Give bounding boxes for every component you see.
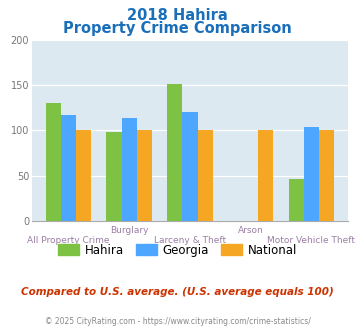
- Bar: [61, 115, 76, 221]
- Text: 2018 Hahira: 2018 Hahira: [127, 8, 228, 23]
- Text: © 2025 CityRating.com - https://www.cityrating.com/crime-statistics/: © 2025 CityRating.com - https://www.city…: [45, 317, 310, 326]
- Text: Larceny & Theft: Larceny & Theft: [154, 236, 226, 245]
- Text: Arson: Arson: [238, 226, 263, 235]
- Text: Compared to U.S. average. (U.S. average equals 100): Compared to U.S. average. (U.S. average …: [21, 287, 334, 297]
- Bar: [76, 130, 91, 221]
- Text: Motor Vehicle Theft: Motor Vehicle Theft: [267, 236, 355, 245]
- Bar: [106, 132, 121, 221]
- Text: Burglary: Burglary: [110, 226, 148, 235]
- Bar: [121, 117, 137, 221]
- Bar: [182, 112, 197, 221]
- Bar: [46, 103, 61, 221]
- Legend: Hahira, Georgia, National: Hahira, Georgia, National: [53, 239, 302, 261]
- Bar: [319, 130, 334, 221]
- Text: Property Crime Comparison: Property Crime Comparison: [63, 21, 292, 36]
- Bar: [304, 127, 319, 221]
- Bar: [289, 180, 304, 221]
- Bar: [167, 84, 182, 221]
- Text: All Property Crime: All Property Crime: [27, 236, 110, 245]
- Bar: [258, 130, 273, 221]
- Bar: [137, 130, 152, 221]
- Bar: [197, 130, 213, 221]
